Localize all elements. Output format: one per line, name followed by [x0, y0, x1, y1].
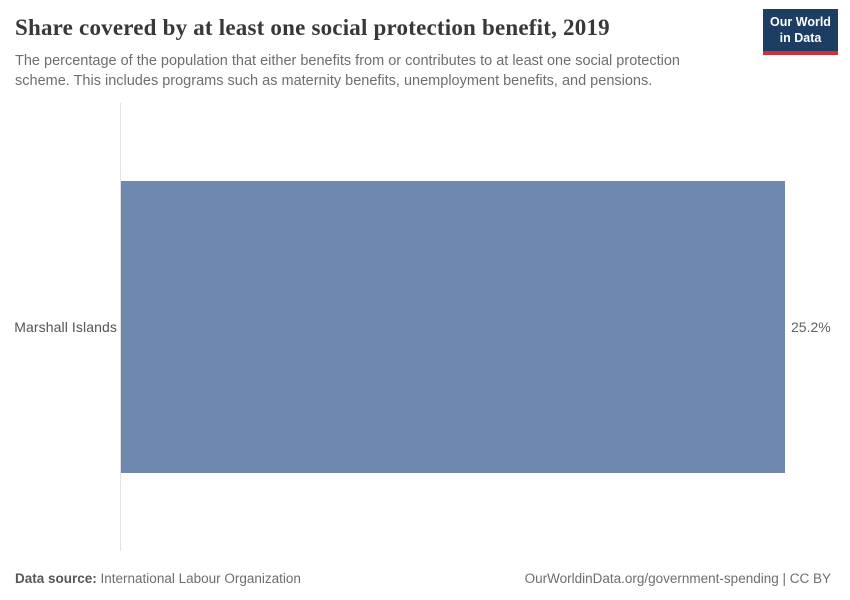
chart-header: Share covered by at least one social pro…	[0, 0, 850, 92]
value-label: 25.2%	[791, 319, 831, 335]
owid-logo: Our World in Data	[763, 9, 838, 56]
license-url-text: OurWorldinData.org/government-spending |…	[524, 571, 831, 586]
entity-label: Marshall Islands	[14, 319, 117, 335]
y-axis-line	[120, 103, 121, 551]
data-source: Data source: International Labour Organi…	[15, 571, 301, 586]
data-source-label: Data source:	[15, 571, 97, 586]
chart-subtitle: The percentage of the population that ei…	[15, 52, 680, 90]
logo-line-2: in Data	[779, 30, 822, 45]
bar-marshall-islands[interactable]	[121, 181, 785, 473]
bar-row: Marshall Islands 25.2%	[0, 181, 850, 473]
chart-footer: Data source: International Labour Organi…	[15, 571, 831, 586]
logo-line-1: Our World	[770, 15, 831, 29]
data-source-value: International Labour Organization	[96, 571, 301, 586]
page-title: Share covered by at least one social pro…	[15, 15, 610, 40]
